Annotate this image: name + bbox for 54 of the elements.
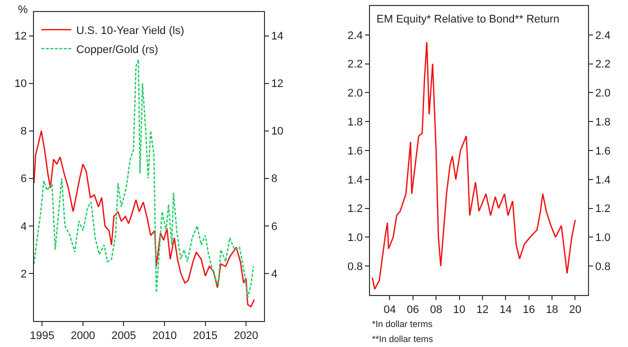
y-tick-label: 6 bbox=[20, 173, 27, 186]
y-tick-label: 2.0 bbox=[348, 88, 363, 100]
y-tick-label: 4 bbox=[20, 220, 27, 233]
legend-label: U.S. 10-Year Yield (ls) bbox=[76, 24, 184, 37]
x-tick-label: 20 bbox=[569, 304, 582, 316]
y-tick-label: 1.2 bbox=[348, 203, 363, 216]
y-tick-label: 2.4 bbox=[348, 30, 363, 42]
y2-tick-label: 1.8 bbox=[595, 116, 610, 128]
y-tick-label: 1.0 bbox=[348, 232, 363, 244]
y2-tick-label: 1.6 bbox=[595, 145, 610, 158]
y-tick-label: 1.4 bbox=[348, 174, 363, 186]
x-tick-label: 2015 bbox=[193, 330, 218, 342]
x-tick-label: 1995 bbox=[30, 330, 54, 342]
y2-tick-label: 12 bbox=[271, 78, 284, 90]
x-tick-label: 10 bbox=[453, 304, 466, 316]
line-series bbox=[372, 41, 576, 290]
x-tick-label: 16 bbox=[522, 304, 535, 316]
y2-tick-label: 8 bbox=[271, 173, 278, 186]
x-tick-label: 14 bbox=[500, 304, 512, 316]
text: EM Equity* Relative to Bond** Return bbox=[376, 13, 560, 26]
y2-tick-label: 2.0 bbox=[595, 88, 610, 100]
line-series bbox=[34, 58, 254, 298]
y-axis-title: % bbox=[18, 4, 28, 16]
text: **In dollar tems bbox=[372, 334, 434, 344]
y-tick-label: 8 bbox=[20, 126, 27, 138]
y2-tick-label: 1.2 bbox=[595, 203, 610, 216]
x-tick-label: 08 bbox=[430, 304, 442, 316]
y2-tick-label: 0.8 bbox=[595, 260, 610, 273]
y2-tick-label: 2.2 bbox=[595, 58, 610, 71]
legend-label: Copper/Gold (rs) bbox=[76, 44, 158, 56]
x-tick-label: 2005 bbox=[111, 330, 136, 342]
y2-tick-label: 1.4 bbox=[595, 174, 610, 186]
x-tick-label: 04 bbox=[384, 304, 396, 316]
y-tick-label: 0.8 bbox=[348, 260, 363, 273]
y-tick-label: 1.6 bbox=[348, 145, 363, 158]
line-series bbox=[34, 130, 255, 308]
y2-tick-label: 14 bbox=[271, 30, 284, 43]
x-tick-label: 18 bbox=[546, 304, 558, 316]
y-tick-label: 2 bbox=[20, 268, 27, 280]
x-tick-label: 06 bbox=[406, 304, 420, 316]
y2-tick-label: 6 bbox=[271, 220, 278, 233]
y-tick-label: 10 bbox=[14, 78, 27, 90]
y2-tick-label: 4 bbox=[271, 268, 278, 280]
x-tick-label: 2010 bbox=[152, 330, 177, 342]
x-tick-label: 2000 bbox=[70, 330, 96, 342]
y-tick-label: 1.8 bbox=[348, 116, 363, 128]
y-tick-label: 2.2 bbox=[348, 58, 363, 71]
x-tick-label: 2020 bbox=[234, 330, 258, 342]
y2-tick-label: 10 bbox=[271, 126, 284, 138]
y2-tick-label: 2.4 bbox=[595, 30, 610, 42]
x-tick-label: 12 bbox=[476, 304, 489, 316]
y-tick-label: 12 bbox=[14, 30, 27, 43]
text: *In dollar terms bbox=[372, 319, 434, 329]
y2-tick-label: 1.0 bbox=[595, 232, 610, 244]
